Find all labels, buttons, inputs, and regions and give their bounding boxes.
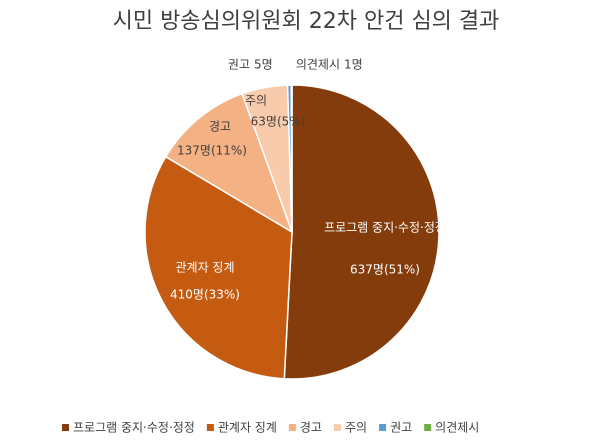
legend-label: 관계자 징계	[218, 421, 277, 435]
value-label: 5명	[254, 58, 273, 72]
legend-swatch	[333, 424, 341, 431]
legend-label: 의견제시	[435, 421, 479, 435]
slice-label: 의견제시	[296, 58, 340, 72]
slice-label: 프로그램 중지·수정·정정	[324, 221, 446, 235]
slice-label: 권고	[228, 58, 250, 72]
pie-slice	[290, 84, 293, 233]
legend-swatch	[288, 424, 296, 431]
pie-slice	[144, 155, 293, 380]
value-label: 137명(11%)	[177, 144, 247, 158]
pie-slice	[283, 84, 440, 380]
slice-label: 관계자 징계	[175, 261, 234, 275]
value-label: 410명(33%)	[170, 288, 240, 302]
legend-swatch	[424, 424, 432, 431]
legend-label: 경고	[300, 421, 322, 435]
slice-label: 주의	[245, 94, 267, 108]
legend-label: 주의	[345, 421, 367, 435]
legend-swatch	[62, 424, 69, 431]
value-label: 637명(51%)	[350, 263, 420, 277]
legend-swatch	[206, 424, 214, 431]
legend-swatch	[379, 424, 387, 431]
pie-slice	[164, 92, 294, 234]
legend-label: 권고	[390, 421, 412, 435]
value-label: 1명	[344, 58, 363, 72]
value-label: 63명(5%)	[251, 115, 306, 129]
chart-title: 시민 방송심의위원회 22차 안건 심의 결과	[113, 9, 500, 34]
legend-label: 프로그램 중지·수정·정정	[73, 421, 195, 435]
slice-label: 경고	[209, 120, 231, 134]
